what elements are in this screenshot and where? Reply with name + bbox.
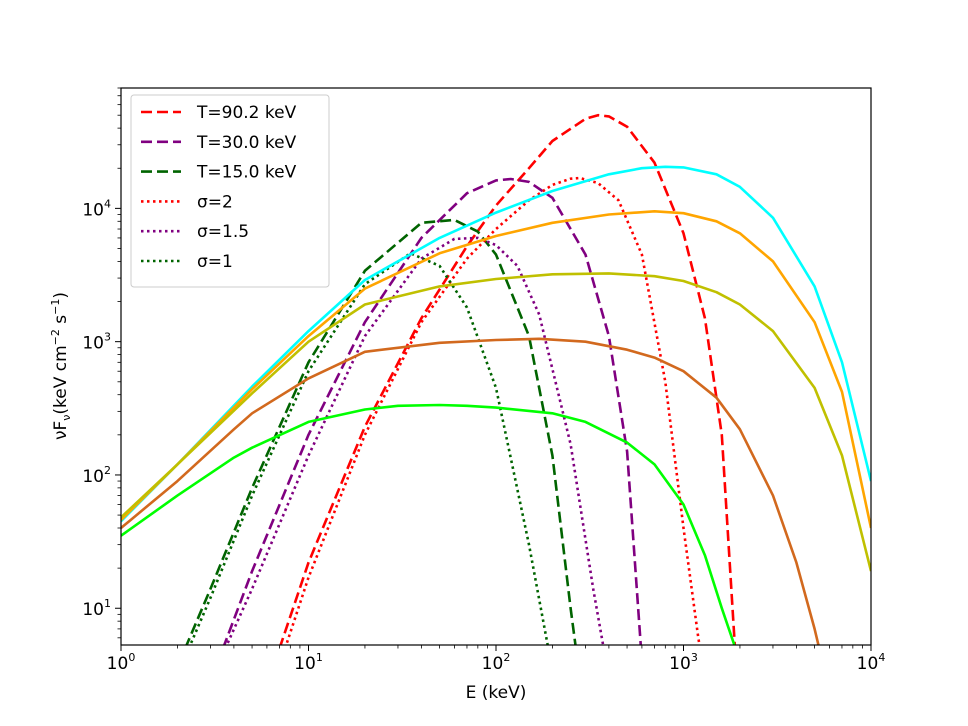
series-line-7	[121, 165, 871, 523]
series-line-8	[121, 210, 871, 529]
legend-label-3: T=15.0 keV	[196, 163, 297, 183]
series-line-3	[185, 218, 577, 645]
series-line-11	[121, 403, 736, 645]
ticks-layer: 100 101 102 103 104 101 102 103 104	[82, 87, 886, 674]
y-tick-label: 101	[82, 597, 111, 620]
y-tick-label: 104	[82, 197, 111, 220]
x-tick-label: 100	[107, 651, 136, 674]
legend-label-4: σ=2	[197, 192, 233, 212]
y-axis-label: νFν(keV cm−2 s−1)	[49, 292, 73, 440]
series-line-5	[225, 236, 605, 645]
series-line-1	[279, 113, 737, 645]
legend-label-2: T=30.0 keV	[196, 133, 297, 153]
series-layer	[121, 113, 871, 645]
legend-label-6: σ=1	[197, 252, 233, 272]
y-tick-label: 103	[82, 331, 111, 354]
legend-label-1: T=90.2 keV	[196, 103, 297, 123]
y-tick-label: 102	[82, 464, 111, 487]
x-tick-label: 103	[669, 651, 698, 674]
x-axis-label: E (keV)	[466, 683, 527, 703]
series-line-6	[188, 252, 549, 645]
x-tick-label: 101	[294, 651, 323, 674]
series-line-2	[222, 177, 643, 645]
series-line-10	[121, 337, 820, 645]
series-line-9	[121, 272, 871, 572]
x-tick-label: 102	[482, 651, 511, 674]
legend-label-5: σ=1.5	[197, 222, 249, 242]
series-line-4	[284, 176, 701, 645]
plot-frame	[120, 87, 872, 646]
x-tick-label: 104	[857, 651, 886, 674]
legend: T=90.2 keV T=30.0 keV T=15.0 keV σ=2 σ=1.5 σ=…	[130, 94, 330, 288]
